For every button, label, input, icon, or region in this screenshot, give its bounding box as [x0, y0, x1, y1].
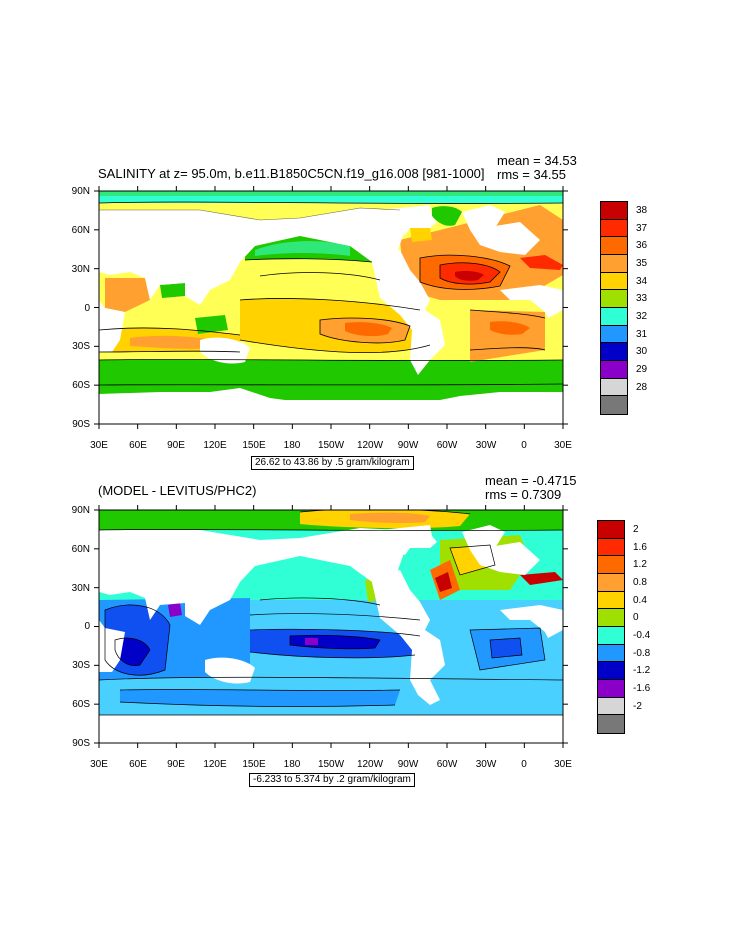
panel1-xtick: 60E	[129, 440, 147, 451]
panel1-colorbar-swatch	[601, 290, 627, 308]
panel2-colorbar-label: -0.8	[633, 647, 651, 659]
panel2-xtick: 90W	[397, 759, 419, 770]
panel1-colorbar-swatch	[601, 325, 627, 344]
panel1-colorbar-swatch	[601, 254, 627, 273]
panel1-colorbar-label: 28	[636, 381, 648, 393]
panel1-colorbar-label: 38	[636, 204, 648, 216]
panel2-colorbar-swatch	[598, 609, 624, 627]
panel2-colorbar-swatch	[598, 626, 624, 645]
panel1-xtick: 90W	[397, 440, 419, 451]
panel2-colorbar-swatch	[598, 697, 624, 716]
panel1-colorbar-swatch	[601, 343, 627, 361]
panel2-colorbar-label: -2	[633, 700, 642, 712]
panel2-xtick: 150E	[242, 759, 266, 770]
panel2-colorbar-label: 2	[633, 523, 639, 535]
panel2-colorbar-swatch	[598, 715, 624, 733]
panel1-colorbar-swatch	[601, 219, 627, 238]
panel1-xtick: 30W	[475, 440, 497, 451]
panel1-colorbar-label: 33	[636, 293, 648, 305]
panel1-xtick: 120E	[203, 440, 227, 451]
panel1-xtick: 150W	[317, 440, 345, 451]
panel1-ytick: 0	[84, 303, 90, 314]
panel1-colorbar-label: 32	[636, 310, 648, 322]
panel2-colorbar-swatch	[598, 556, 624, 574]
panel1-colorbar-label: 34	[636, 275, 648, 287]
panel2-ytick: 30N	[71, 583, 90, 594]
panel1-colorbar-swatch	[601, 378, 627, 397]
panel1-colorbar-label: 37	[636, 222, 648, 234]
panel2-colorbar-swatch	[598, 662, 624, 680]
panel1-colorbar-swatch	[601, 396, 627, 414]
panel2-title: (MODEL - LEVITUS/PHC2)	[98, 483, 257, 498]
panel2-xtick: 30W	[475, 759, 497, 770]
panel2-range-label: -6.233 to 5.374 by .2 gram/kilogram	[249, 773, 415, 787]
panel2-colorbar-label: 1.6	[633, 541, 647, 553]
panel1-colorbar-swatch	[601, 237, 627, 255]
panel1-xtick: 150E	[242, 440, 266, 451]
panel1-xtick: 60W	[436, 440, 458, 451]
panel1-colorbar-swatch	[601, 272, 627, 291]
panel2-xtick: 0	[521, 759, 527, 770]
panel2-mean: mean = -0.4715	[485, 473, 577, 488]
panel2-ytick: 90N	[71, 505, 90, 516]
panel2-colorbar-label: 0.8	[633, 576, 647, 588]
panel2-ytick: 0	[84, 621, 90, 632]
panel2-ytick: 60N	[71, 544, 90, 555]
panel2-xtick: 30E	[554, 759, 572, 770]
panel1-xtick: 30E	[90, 440, 108, 451]
panel2-ytick: 90S	[72, 738, 90, 749]
panel2-colorbar-label: -0.4	[633, 629, 651, 641]
panel1-ytick: 90N	[71, 186, 90, 197]
panel1-xtick: 30E	[554, 440, 572, 451]
panel2-colorbar-label: -1.2	[633, 665, 651, 677]
panel2-colorbar-swatch	[598, 538, 624, 557]
panel2-xtick: 120W	[356, 759, 384, 770]
panel1-colorbar-swatch	[601, 202, 627, 220]
panel2-rms: rms = 0.7309	[485, 487, 562, 502]
panel2-colorbar-label: 0.4	[633, 594, 647, 606]
panel1-ytick: 30S	[72, 341, 90, 352]
panel1-colorbar-swatch	[601, 307, 627, 326]
panel1-colorbar-label: 30	[636, 346, 648, 358]
panel1-colorbar-label: 35	[636, 257, 648, 269]
panel2-colorbar-label: -1.6	[633, 682, 651, 694]
panel1-xtick: 120W	[356, 440, 384, 451]
panel1-xtick: 180	[283, 440, 301, 451]
panel1-colorbar	[600, 201, 628, 415]
panel1-xtick: 0	[521, 440, 527, 451]
panel1-title: SALINITY at z= 95.0m, b.e11.B1850C5CN.f1…	[98, 166, 485, 181]
panel2-xtick: 150W	[317, 759, 345, 770]
panel2-colorbar-swatch	[598, 644, 624, 663]
panel2-colorbar-swatch	[598, 591, 624, 610]
panel2-ytick: 60S	[72, 699, 90, 710]
panel1-rms: rms = 34.55	[497, 167, 567, 182]
panel1-mean: mean = 34.53	[497, 153, 577, 168]
panel1-colorbar-label: 36	[636, 240, 648, 252]
panel2-xtick: 180	[283, 759, 301, 770]
panel2-xtick: 60W	[436, 759, 458, 770]
panel2-xtick: 120E	[203, 759, 227, 770]
panel1-xtick: 90E	[167, 440, 185, 451]
panel1-ytick: 60S	[72, 380, 90, 391]
panel1-range-label: 26.62 to 43.86 by .5 gram/kilogram	[251, 456, 414, 470]
panel2-xtick: 60E	[129, 759, 147, 770]
panel2-colorbar-swatch	[598, 679, 624, 698]
panel2-ytick: 30S	[72, 660, 90, 671]
panel1-ytick: 30N	[71, 264, 90, 275]
panel2-colorbar-label: 0	[633, 612, 639, 624]
panel1-ytick: 60N	[71, 225, 90, 236]
panel1-colorbar-label: 29	[636, 363, 648, 375]
panel2-colorbar-label: 1.2	[633, 559, 647, 571]
panel2-xtick: 90E	[167, 759, 185, 770]
panel2-xtick: 30E	[90, 759, 108, 770]
panel2-colorbar-swatch	[598, 521, 624, 539]
panel2-colorbar-swatch	[598, 573, 624, 592]
panel1-colorbar-label: 31	[636, 328, 648, 340]
panel2-colorbar	[597, 520, 625, 734]
panel1-colorbar-swatch	[601, 360, 627, 379]
panel1-ytick: 90S	[72, 419, 90, 430]
